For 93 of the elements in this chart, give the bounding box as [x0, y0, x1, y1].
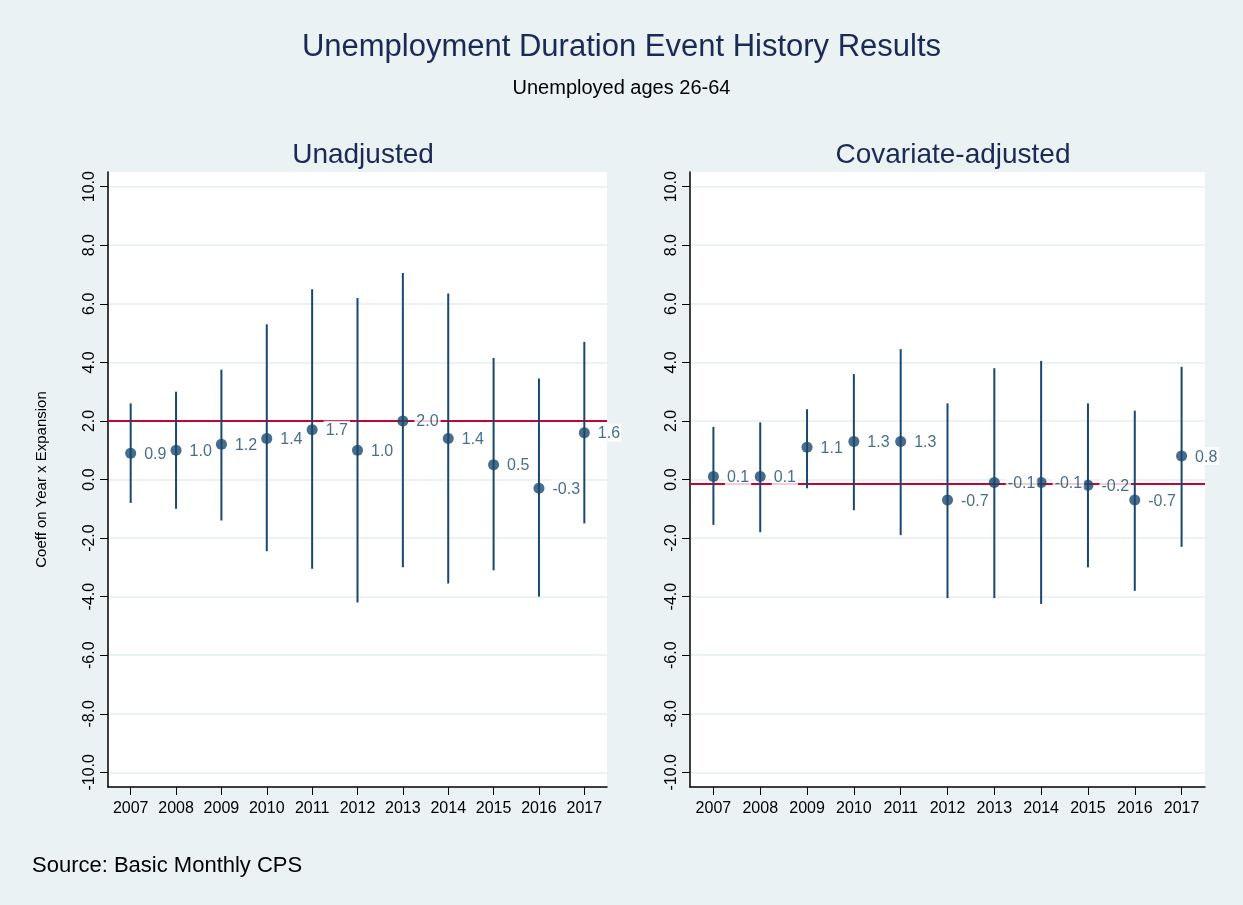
point — [306, 424, 318, 436]
data-label: -0.7 — [961, 491, 989, 509]
x-tick-label: 2008 — [158, 798, 194, 816]
y-tick-label: -4.0 — [661, 582, 679, 611]
y-tick-label: 6.0 — [79, 292, 97, 315]
x-tick-label: 2011 — [883, 798, 918, 816]
data-label: -0.1 — [1054, 473, 1083, 491]
x-tick-label: 2013 — [976, 798, 1013, 816]
point — [707, 471, 719, 483]
x-tick-label: 2007 — [695, 798, 732, 816]
data-label: 0.8 — [1195, 447, 1218, 465]
y-tick-label: 0.0 — [661, 468, 679, 491]
x-tick-label: 2013 — [385, 798, 421, 816]
x-tick-label: 2012 — [929, 798, 966, 816]
y-tick-label: 4.0 — [661, 351, 679, 374]
data-label: 0.1 — [726, 468, 750, 486]
x-tick-label: 2009 — [203, 798, 240, 816]
data-label: 1.6 — [597, 424, 621, 442]
point — [988, 476, 1000, 488]
x-tick-label: 2017 — [1163, 798, 1200, 816]
x-tick-label: 2012 — [339, 798, 376, 816]
chart-title: Covariate-adjusted — [835, 137, 1071, 169]
data-label: -0.2 — [1101, 476, 1130, 494]
x-tick-label: 2009 — [789, 798, 825, 816]
data-label: 1.0 — [189, 441, 212, 459]
point — [442, 433, 454, 444]
y-tick-label: -6.0 — [661, 641, 679, 669]
data-label: 1.3 — [867, 432, 890, 450]
point — [848, 435, 860, 447]
data-label: 0.5 — [507, 456, 530, 474]
point — [352, 444, 363, 456]
point — [533, 482, 545, 494]
x-tick-label: 2015 — [475, 798, 512, 816]
point — [1129, 494, 1141, 506]
point — [397, 415, 409, 427]
x-tick-label: 2014 — [430, 798, 467, 816]
y-tick-label: -8.0 — [79, 699, 97, 728]
point — [895, 435, 907, 447]
x-tick-label: 2014 — [1023, 798, 1060, 816]
data-label: 2.0 — [416, 412, 439, 430]
data-label: -0.7 — [1148, 491, 1176, 509]
x-tick-label: 2016 — [1116, 798, 1153, 816]
y-tick-label: -4.0 — [79, 582, 97, 611]
data-label: 1.0 — [371, 441, 394, 459]
y-tick-label: 10.0 — [79, 170, 97, 203]
x-tick-label: 2010 — [248, 798, 285, 816]
x-tick-label: 2007 — [112, 798, 149, 816]
y-tick-label: -10.0 — [661, 754, 679, 791]
y-tick-label: 6.0 — [661, 292, 679, 315]
y-tick-label: 8.0 — [79, 234, 97, 257]
y-tick-label: 2.0 — [79, 409, 97, 433]
y-tick-label: -6.0 — [79, 641, 97, 669]
point — [215, 438, 227, 450]
point — [170, 444, 182, 456]
y-tick-label: -2.0 — [79, 524, 97, 552]
text: Unemployment Duration Event History Results — [300, 28, 943, 64]
point — [488, 459, 500, 471]
chart-title: Unadjusted — [292, 137, 434, 169]
data-label: 1.4 — [280, 430, 303, 447]
y-axis-title: Coeff on Year x Expansion — [32, 391, 49, 568]
y-tick-label: -8.0 — [661, 699, 679, 728]
point — [1035, 476, 1047, 488]
y-tick-label: 8.0 — [661, 234, 679, 257]
text: Unemployed ages 26-64 — [511, 76, 732, 99]
y-tick-label: 2.0 — [661, 409, 679, 433]
point — [754, 471, 766, 483]
data-label: 1.1 — [820, 438, 843, 456]
source-note: Source: Basic Monthly CPS — [32, 852, 303, 878]
data-label: 0.1 — [773, 468, 797, 486]
x-tick-label: 2011 — [294, 798, 330, 816]
x-tick-label: 2016 — [521, 798, 557, 816]
point — [942, 494, 953, 506]
data-label: -0.1 — [1007, 473, 1036, 491]
data-label: 1.7 — [325, 421, 348, 439]
point — [125, 447, 137, 459]
data-label: 1.3 — [914, 432, 937, 450]
point — [261, 433, 273, 444]
point — [1176, 450, 1188, 462]
data-label: 1.4 — [461, 430, 485, 447]
data-label: 1.2 — [234, 435, 258, 453]
data-label: 0.9 — [144, 444, 167, 462]
y-tick-label: -2.0 — [661, 524, 679, 552]
y-tick-label: -10.0 — [79, 754, 97, 791]
x-tick-label: 2010 — [836, 798, 872, 816]
y-tick-label: 4.0 — [79, 351, 97, 374]
y-tick-label: 0.0 — [79, 468, 97, 491]
x-tick-label: 2017 — [566, 798, 603, 816]
point — [801, 441, 813, 453]
point — [578, 427, 590, 439]
x-tick-label: 2015 — [1070, 798, 1106, 816]
x-tick-label: 2008 — [742, 798, 779, 816]
y-tick-label: 10.0 — [661, 170, 679, 203]
data-label: -0.3 — [552, 479, 581, 497]
